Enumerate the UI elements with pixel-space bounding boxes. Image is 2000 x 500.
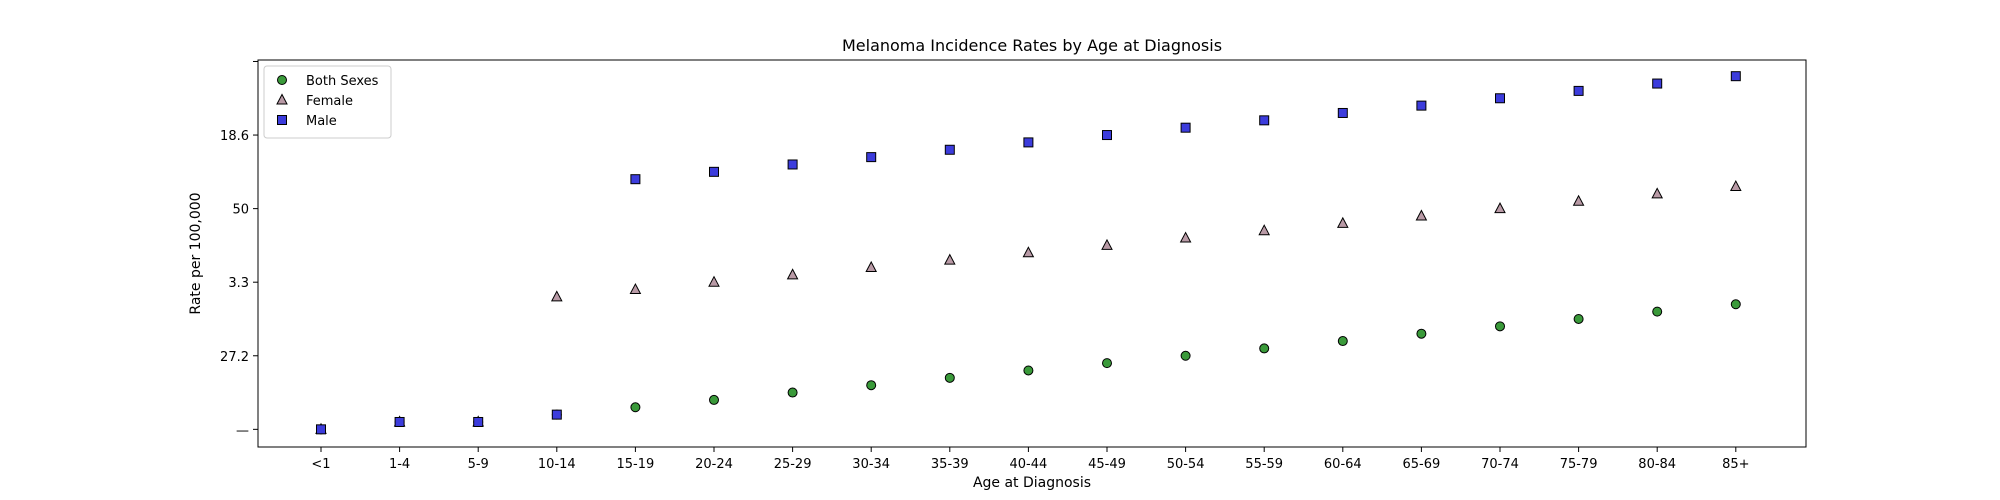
both-sexes-point xyxy=(1023,365,1034,376)
both-sexes-point xyxy=(1573,313,1584,324)
plot-frame xyxy=(257,59,1807,448)
x-tick-label: 55-59 xyxy=(1245,457,1283,472)
x-tick-label: 35-39 xyxy=(931,457,969,472)
male-point xyxy=(787,159,798,170)
x-tick-label: 50-54 xyxy=(1167,457,1205,472)
female-point xyxy=(1651,187,1664,199)
x-tick-label: 75-79 xyxy=(1560,457,1598,472)
both-sexes-point xyxy=(1652,306,1663,317)
y-tick-label: 27.2 xyxy=(220,350,249,365)
female-point xyxy=(1494,202,1506,214)
male-point xyxy=(1730,71,1741,82)
legend: Both Sexes Female Male xyxy=(263,65,392,139)
x-tick-label: <1 xyxy=(311,457,330,472)
male-point xyxy=(1259,115,1270,126)
x-tick-label: 40-44 xyxy=(1010,457,1048,472)
male-point xyxy=(1495,93,1505,104)
x-tick-label: 5-9 xyxy=(468,457,489,472)
both-sexes-point xyxy=(709,394,719,405)
y-tick-label: 18.6 xyxy=(220,129,249,144)
y-tick-label: — xyxy=(236,423,249,438)
both-sexes-point xyxy=(1495,321,1505,332)
female-point xyxy=(1572,194,1585,206)
male-point xyxy=(1023,137,1034,148)
legend-box xyxy=(263,65,392,139)
both-sexes-point xyxy=(787,387,798,398)
plot-markers xyxy=(315,71,1742,435)
x-tick-label: 25-29 xyxy=(774,457,812,472)
female-point xyxy=(629,282,642,295)
male-point xyxy=(630,174,641,185)
female-point xyxy=(1336,216,1349,228)
x-tick-label: 80-84 xyxy=(1638,457,1676,472)
female-point xyxy=(550,290,563,302)
both-sexes-point xyxy=(866,380,877,391)
male-point xyxy=(394,416,405,427)
y-tick-label: 3.3 xyxy=(228,276,249,291)
male-point xyxy=(1337,107,1348,118)
female-point xyxy=(1258,224,1271,236)
female-point xyxy=(786,268,799,280)
y-axis-label: Rate per 100,000 xyxy=(188,192,204,314)
x-tick-label: 10-14 xyxy=(538,457,576,472)
legend-marker-both-sexes xyxy=(277,75,287,85)
male-point xyxy=(944,144,955,155)
x-tick-label: 15-19 xyxy=(617,457,655,472)
female-point xyxy=(865,260,878,272)
male-point xyxy=(866,152,877,163)
x-tick-label: 85+ xyxy=(1722,457,1749,472)
both-sexes-point xyxy=(944,372,955,383)
male-point xyxy=(316,424,326,435)
both-sexes-point xyxy=(1259,343,1270,354)
x-tick-label: 60-64 xyxy=(1324,457,1362,472)
female-point xyxy=(1415,209,1428,221)
female-point xyxy=(1179,231,1192,243)
male-point xyxy=(1652,78,1663,89)
male-point xyxy=(551,409,562,420)
legend-label-female: Female xyxy=(306,94,353,109)
female-point xyxy=(1729,179,1742,192)
legend-label-male: Male xyxy=(306,114,337,129)
female-point xyxy=(1101,238,1113,250)
x-tick-label: 20-24 xyxy=(695,457,733,472)
legend-label-both-sexes: Both Sexes xyxy=(306,74,379,89)
female-point xyxy=(708,275,720,287)
y-tick-label: 50 xyxy=(232,203,249,218)
male-point xyxy=(473,416,484,427)
both-sexes-point xyxy=(1102,358,1112,369)
x-tick-label: 65-69 xyxy=(1403,457,1441,472)
female-point xyxy=(1022,246,1035,258)
x-tick-label: 70-74 xyxy=(1481,457,1519,472)
male-point xyxy=(1416,100,1427,111)
male-point xyxy=(1573,85,1584,96)
y-axis: — 27.2 3.3 50 18.6 xyxy=(220,60,258,438)
chart-title: Melanoma Incidence Rates by Age at Diagn… xyxy=(842,36,1222,55)
legend-marker-female xyxy=(276,93,288,105)
male-point xyxy=(1180,122,1191,133)
x-tick-label: 45-49 xyxy=(1088,457,1126,472)
x-axis: <1 1-4 5-9 10-14 15-19 20-24 25-29 30-34 35-39 40… xyxy=(311,447,1750,472)
female-point xyxy=(943,253,956,265)
both-sexes-point xyxy=(1416,328,1427,339)
x-tick-label: 1-4 xyxy=(389,457,410,472)
legend-marker-male xyxy=(277,115,287,125)
male-point xyxy=(709,166,719,177)
male-point xyxy=(1102,130,1112,141)
both-sexes-point xyxy=(1337,336,1348,347)
x-tick-label: 30-34 xyxy=(852,457,890,472)
both-sexes-point xyxy=(1730,299,1741,310)
both-sexes-point xyxy=(1180,350,1191,361)
both-sexes-point xyxy=(630,402,641,413)
x-axis-label: Age at Diagnosis xyxy=(973,475,1091,491)
